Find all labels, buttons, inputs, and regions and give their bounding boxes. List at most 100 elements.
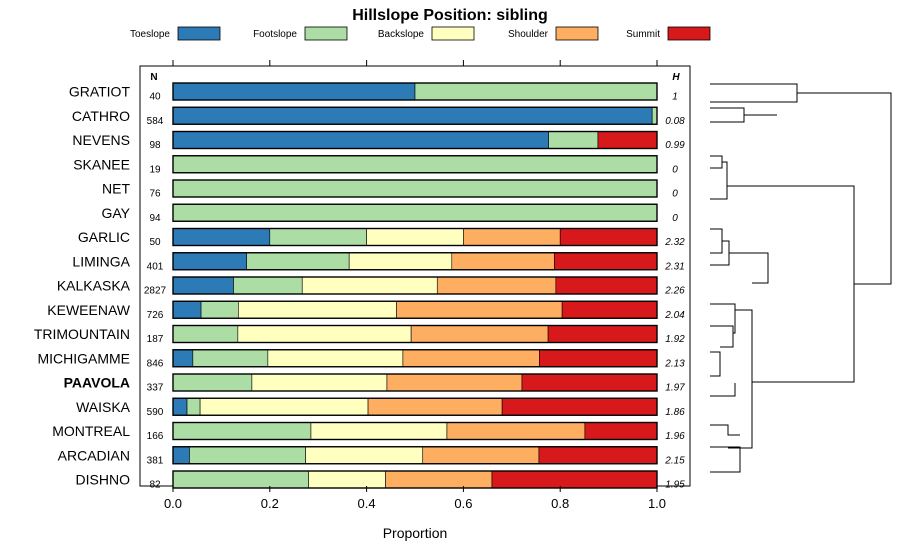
bar-segment-gratiot-footslope xyxy=(414,82,658,101)
bar-segment-nevens-footslope xyxy=(548,131,599,149)
n-value-kalkaska: 2827 xyxy=(144,286,167,297)
h-value-cathro: 0.08 xyxy=(665,116,685,127)
bar-segment-trimountain-footslope xyxy=(172,325,239,343)
bar-segment-keweenaw-backslope xyxy=(238,300,397,319)
h-value-skanee: 0 xyxy=(672,164,678,175)
bar-outline-net xyxy=(172,179,658,198)
x-tick-label-4: 0.8 xyxy=(551,496,569,511)
legend-swatch-backslope xyxy=(431,26,475,41)
h-value-gratiot: 1 xyxy=(672,92,678,103)
dendrogram-branch-5 xyxy=(710,161,728,200)
bar-segment-liminga-backslope xyxy=(348,252,453,271)
bar-segment-skanee-footslope xyxy=(172,155,658,174)
n-value-net: 76 xyxy=(149,189,161,200)
bar-row-michigamme: MICHIGAMME 846 2.13 xyxy=(37,349,685,369)
bar-segment-kalkaska-summit xyxy=(555,276,658,295)
h-value-net: 0 xyxy=(672,189,678,200)
legend: Toeslope Footslope Backslope Shoulder Summit xyxy=(130,26,711,41)
bar-segment-montreal-footslope xyxy=(172,422,312,440)
bar-segment-waiska-backslope xyxy=(199,397,369,416)
bar-segment-paavola-footslope xyxy=(172,373,253,392)
row-label-gay: GAY xyxy=(101,205,130,221)
n-value-keweenaw: 726 xyxy=(147,310,164,321)
bar-outline-paavola xyxy=(172,373,658,392)
bar-segment-garlic-backslope xyxy=(366,228,464,246)
bar-outline-kalkaska xyxy=(172,276,658,295)
x-axis-label: Proportion xyxy=(383,525,448,541)
h-value-montreal: 1.96 xyxy=(665,431,685,442)
bar-row-liminga: LIMINGA 401 2.31 xyxy=(72,252,685,272)
bar-segment-keweenaw-toeslope xyxy=(172,300,202,319)
dendrogram-branch-13 xyxy=(710,383,736,397)
bar-outline-liminga xyxy=(172,252,658,271)
h-value-gay: 0 xyxy=(672,213,678,224)
row-label-michigamme: MICHIGAMME xyxy=(37,350,130,366)
legend-swatch-shoulder xyxy=(555,26,599,41)
legend-label-toeslope: Toeslope xyxy=(130,29,170,40)
bar-outline-dishno xyxy=(172,470,658,489)
legend-label-backslope: Backslope xyxy=(378,29,425,40)
dendrogram-branch-7 xyxy=(710,228,723,254)
dendrogram-branch-10 xyxy=(710,303,736,334)
bar-outline-nevens xyxy=(172,130,658,150)
bar-row-nevens: NEVENS 98 0.99 xyxy=(72,130,685,151)
bar-segment-dishno-footslope xyxy=(172,470,309,489)
row-label-montreal: MONTREAL xyxy=(52,423,130,439)
h-value-kalkaska: 2.26 xyxy=(664,286,685,297)
dendrogram-branch-3 xyxy=(797,92,892,285)
row-label-nevens: NEVENS xyxy=(72,132,130,148)
bar-row-gay: GAY 94 0 xyxy=(101,203,678,224)
bar-segment-liminga-footslope xyxy=(246,252,350,271)
h-value-waiska: 1.86 xyxy=(665,407,685,418)
bar-segment-paavola-summit xyxy=(521,373,658,392)
bar-segment-trimountain-summit xyxy=(547,325,658,343)
n-value-liminga: 401 xyxy=(147,261,164,272)
dendrogram-branch-11 xyxy=(710,325,734,348)
n-value-paavola: 337 xyxy=(147,383,164,394)
row-label-garlic: GARLIC xyxy=(78,229,130,245)
row-label-net: NET xyxy=(102,181,130,197)
h-column-header: H xyxy=(672,72,680,83)
row-label-keweenaw: KEWEENAW xyxy=(47,302,130,318)
bar-outline-gay xyxy=(172,203,658,222)
legend-swatch-summit xyxy=(667,26,711,41)
bar-row-cathro: CATHRO 584 0.08 xyxy=(72,106,685,127)
bar-segment-arcadian-summit xyxy=(538,446,658,465)
bar-segment-trimountain-shoulder xyxy=(410,325,549,343)
bar-segment-kalkaska-toeslope xyxy=(172,276,234,295)
bar-segment-paavola-backslope xyxy=(251,373,388,392)
n-value-dishno: 82 xyxy=(149,480,161,491)
h-value-michigamme: 2.13 xyxy=(664,358,685,369)
legend-label-shoulder: Shoulder xyxy=(508,29,549,40)
dendrogram-branch-16 xyxy=(710,446,741,473)
n-value-cathro: 584 xyxy=(147,116,164,127)
bar-row-paavola: PAAVOLA 337 1.97 xyxy=(64,373,685,394)
bar-segment-paavola-shoulder xyxy=(386,373,523,392)
bar-segment-dishno-backslope xyxy=(308,470,386,489)
n-value-arcadian: 381 xyxy=(147,455,164,466)
legend-swatch-footslope xyxy=(304,26,348,41)
dendrogram-branch-9 xyxy=(729,252,769,284)
n-value-gay: 94 xyxy=(149,213,161,224)
bar-segment-waiska-summit xyxy=(501,397,658,416)
bar-outline-gratiot xyxy=(172,82,658,101)
row-label-gratiot: GRATIOT xyxy=(69,84,131,100)
dendrogram xyxy=(710,83,892,473)
dendrogram-branch-4 xyxy=(710,155,723,169)
bar-segment-waiska-footslope xyxy=(186,397,201,416)
dendrogram-branch-12 xyxy=(710,351,721,377)
x-tick-label-1: 0.2 xyxy=(261,496,279,511)
bar-row-trimountain: TRIMOUNTAIN 187 1.92 xyxy=(34,324,685,345)
legend-swatch-toeslope xyxy=(177,26,221,41)
bar-segment-cathro-toeslope xyxy=(172,106,653,125)
row-label-skanee: SKANEE xyxy=(73,156,130,172)
row-label-paavola: PAAVOLA xyxy=(64,375,130,391)
dendrogram-branch-14 xyxy=(728,309,753,449)
row-label-waiska: WAISKA xyxy=(76,399,131,415)
bar-segment-michigamme-backslope xyxy=(267,349,404,368)
row-label-liminga: LIMINGA xyxy=(72,253,130,269)
n-value-montreal: 166 xyxy=(147,431,164,442)
bar-segment-kalkaska-footslope xyxy=(233,276,303,295)
h-value-liminga: 2.31 xyxy=(664,261,684,272)
bar-segment-montreal-shoulder xyxy=(446,422,586,440)
